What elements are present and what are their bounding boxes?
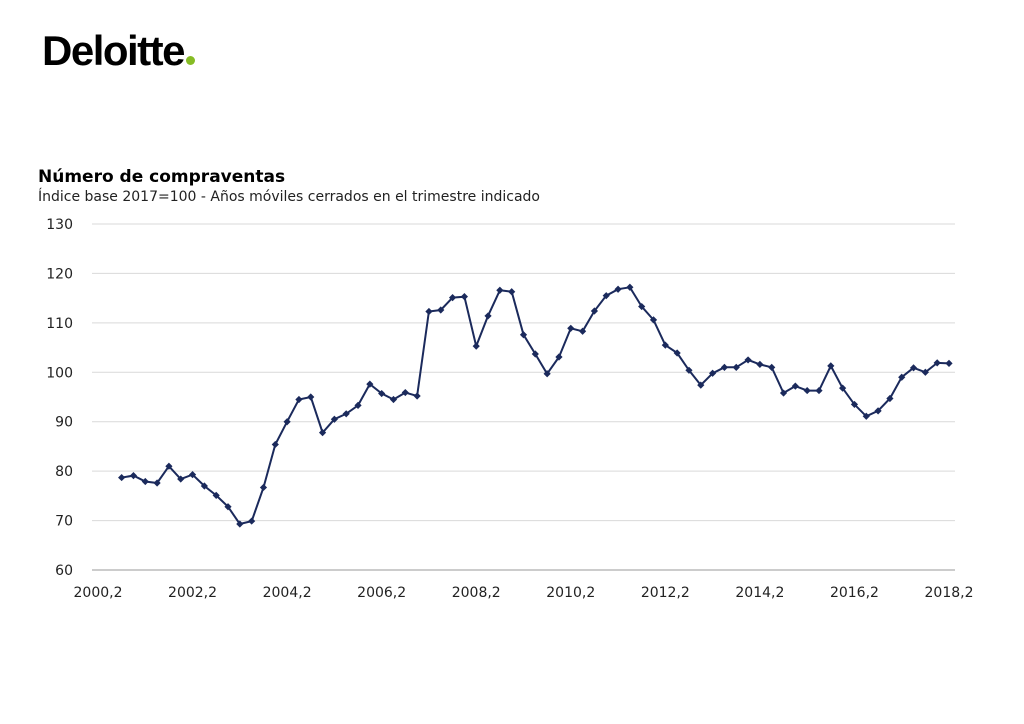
- x-tick-label: 2002,2: [168, 585, 217, 601]
- data-point: [945, 359, 953, 367]
- data-point: [401, 388, 409, 397]
- data-point: [472, 342, 480, 350]
- data-point: [567, 324, 575, 332]
- data-point: [673, 349, 681, 357]
- data-point: [638, 302, 646, 311]
- data-point: [200, 482, 208, 490]
- data-point: [614, 285, 622, 293]
- data-point: [555, 353, 563, 361]
- data-point: [850, 400, 859, 409]
- data-point: [141, 477, 149, 486]
- data-point: [448, 294, 457, 302]
- data-point: [590, 307, 599, 315]
- data-point: [307, 393, 315, 401]
- data-point: [212, 491, 220, 499]
- x-tick-label: 2010,2: [546, 585, 595, 601]
- y-tick-label: 120: [46, 266, 73, 282]
- data-point: [886, 394, 894, 403]
- data-point: [649, 316, 658, 324]
- data-point: [165, 462, 173, 470]
- data-point: [283, 418, 291, 426]
- data-point: [862, 412, 870, 420]
- data-point: [437, 306, 445, 314]
- data-point: [177, 475, 185, 483]
- y-tick-label: 80: [55, 464, 73, 480]
- data-point: [224, 503, 232, 511]
- x-tick-label: 2006,2: [357, 585, 406, 601]
- data-point: [342, 410, 350, 418]
- data-point: [768, 363, 776, 371]
- data-point: [909, 364, 918, 372]
- data-point: [366, 380, 374, 388]
- deloitte-logo: Deloitte: [42, 27, 196, 74]
- data-point: [484, 312, 492, 320]
- data-point: [685, 366, 693, 374]
- data-point: [933, 359, 941, 367]
- data-point: [118, 473, 126, 482]
- data-point: [602, 292, 610, 300]
- data-point: [508, 288, 516, 296]
- data-point: [188, 471, 197, 479]
- chart-title: Número de compraventas: [38, 167, 286, 187]
- data-point: [153, 479, 161, 487]
- data-point: [779, 389, 788, 397]
- x-tick-label: 2014,2: [735, 585, 784, 601]
- data-point: [815, 386, 823, 395]
- data-point: [318, 428, 327, 437]
- x-tick-label: 2012,2: [641, 585, 690, 601]
- data-point: [543, 370, 551, 378]
- y-tick-label: 130: [46, 217, 73, 233]
- data-point: [330, 415, 338, 423]
- data-point: [354, 401, 362, 410]
- data-point: [248, 517, 256, 525]
- data-point: [839, 384, 847, 392]
- x-tick-label: 2016,2: [830, 585, 879, 601]
- data-point: [827, 362, 835, 370]
- data-point: [389, 395, 398, 404]
- data-point: [732, 363, 740, 371]
- chart-subtitle: Índice base 2017=100 - Años móviles cerr…: [38, 189, 540, 205]
- data-point: [578, 327, 587, 335]
- data-point: [803, 386, 811, 395]
- data-point: [756, 360, 764, 368]
- x-axis-ticks: 2000,2 2002,2 2004,2 2006,2 2008,2 2010,2 2012…: [74, 585, 974, 601]
- data-point: [519, 331, 528, 339]
- x-tick-label: 2000,2: [74, 585, 123, 601]
- grid-lines: [92, 223, 955, 571]
- data-point: [709, 369, 717, 377]
- data-point: [720, 363, 729, 371]
- data-point: [129, 471, 138, 480]
- data-point: [236, 520, 244, 528]
- x-tick-label: 2018,2: [925, 585, 974, 601]
- data-point: [791, 382, 799, 390]
- data-point: [874, 407, 882, 415]
- y-tick-label: 100: [46, 365, 73, 381]
- data-point: [295, 395, 303, 404]
- y-tick-label: 90: [55, 415, 73, 431]
- data-point: [531, 350, 539, 358]
- logo-wordmark: Deloitte: [42, 27, 186, 74]
- x-tick-label: 2004,2: [263, 585, 312, 601]
- logo-dot: [186, 56, 196, 65]
- y-tick-label: 110: [46, 316, 73, 332]
- data-point: [898, 373, 906, 381]
- y-tick-label: 60: [55, 563, 73, 579]
- y-axis-ticks: 60 70 80 90 100 110 120 130: [46, 217, 73, 579]
- data-point: [425, 307, 433, 316]
- data-point: [460, 293, 469, 301]
- data-point: [413, 392, 421, 400]
- data-point: [697, 381, 705, 389]
- x-tick-label: 2008,2: [452, 585, 501, 601]
- data-point: [921, 368, 929, 376]
- data-point: [271, 440, 279, 449]
- data-point: [259, 483, 268, 492]
- data-point: [496, 286, 504, 294]
- data-point: [744, 356, 752, 364]
- data-point: [661, 341, 669, 349]
- series-markers: [118, 283, 953, 528]
- data-point: [378, 389, 386, 398]
- y-tick-label: 70: [55, 514, 73, 530]
- data-point: [626, 283, 634, 291]
